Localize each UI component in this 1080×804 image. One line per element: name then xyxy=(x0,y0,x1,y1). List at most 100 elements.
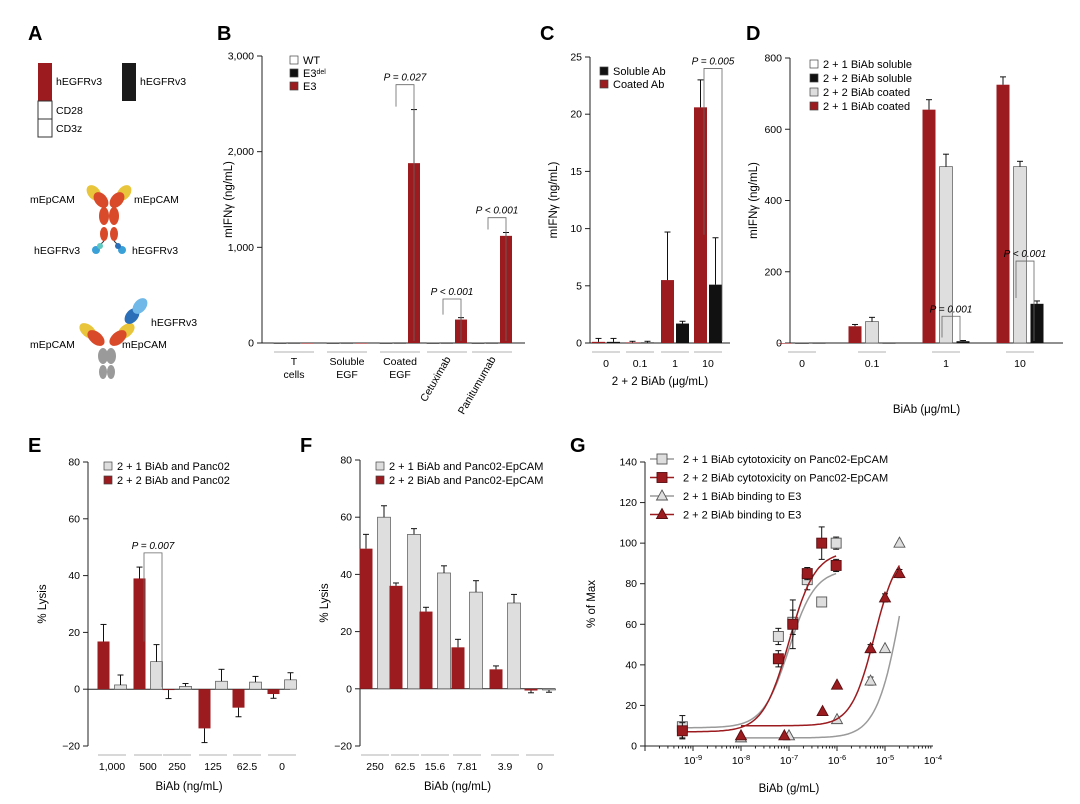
x-tick-label-B: Panitumumab xyxy=(456,354,499,416)
y-tick-label-B: 1,000 xyxy=(228,242,254,254)
x-tick-label-F: 15.6 xyxy=(425,761,446,773)
bar-B-2-1 xyxy=(394,343,406,344)
y-tick-label-D: 400 xyxy=(764,195,782,207)
x-axis-label-D: BiAb (μg/mL) xyxy=(893,404,961,416)
chart-panel-f: −20 0 20 40 60 80 % Lysis 250 62.5 15.6 7.81 3.9 0 Bi… xyxy=(319,455,556,793)
x-tick-label-B: EGF xyxy=(389,369,411,381)
y-tick-label-F: 0 xyxy=(346,683,352,695)
x-tick-exponent-g: -6 xyxy=(840,753,847,762)
legend-label-D: 2 + 1 BiAb coated xyxy=(823,101,910,113)
bar-E-3-1 xyxy=(198,689,211,729)
y-tick-label-E: 80 xyxy=(68,457,80,469)
data-point-g-0 xyxy=(816,596,828,608)
x-tick-label-F: 3.9 xyxy=(498,761,513,773)
legend-label-g: 2 + 2 BiAb binding to E3 xyxy=(683,510,801,522)
x-tick-label-g: 10-5 xyxy=(876,753,894,768)
legend-marker-g xyxy=(655,507,669,519)
panel-letter-b: B xyxy=(217,23,231,45)
x-tick-exponent-g: -5 xyxy=(888,753,895,762)
legend-swatch-B xyxy=(289,55,299,65)
bar-E-1-0 xyxy=(150,661,163,690)
bar-F-4-1 xyxy=(489,669,503,689)
data-point-g-3 xyxy=(734,728,748,741)
y-axis-label-E: % Lysis xyxy=(37,584,49,623)
pvalue-label-B: P < 0.001 xyxy=(431,287,474,298)
y-tick-label-g: 100 xyxy=(619,538,637,550)
biab2-label-mepcam-left: mEpCAM xyxy=(30,339,75,351)
bar-E-4-0 xyxy=(249,681,262,690)
legend-swatch-D xyxy=(809,73,819,83)
bar-F-1-1 xyxy=(389,585,403,689)
x-tick-label-F: 7.81 xyxy=(457,761,478,773)
bar-E-3-0 xyxy=(215,680,228,690)
bar-D-2-3 xyxy=(922,109,936,343)
x-tick-label-D: 0 xyxy=(799,358,805,370)
x-tick-label-g: 10-6 xyxy=(828,753,846,768)
car1-label-hegfrv3: hEGFRv3 xyxy=(56,76,102,88)
legend-swatch-F xyxy=(375,461,385,471)
legend-superscript: del xyxy=(316,69,326,76)
data-point-g-3 xyxy=(830,678,844,690)
y-tick-label-F: 20 xyxy=(340,626,352,638)
x-tick-label-B: T xyxy=(291,356,298,368)
y-tick-label-F: −20 xyxy=(334,741,352,753)
bar-E-2-0 xyxy=(179,686,192,690)
pvalue-bracket-C xyxy=(703,68,723,341)
bar-D-0-2 xyxy=(795,342,809,344)
x-tick-exponent-g: -7 xyxy=(792,753,799,762)
bar-F-4-0 xyxy=(507,602,521,690)
bar-F-2-0 xyxy=(437,572,451,690)
biab2-label-hegfrv3: hEGFRv3 xyxy=(151,317,197,329)
bar-C-2-1 xyxy=(661,280,674,343)
bar-E-0-0 xyxy=(114,684,127,690)
x-tick-label-E: 62.5 xyxy=(237,761,258,773)
chart-panel-c: 0 5 10 15 20 25 mIFNγ (ng/mL) 0 0.1 1 10 2 + 2 BiAb… xyxy=(548,52,735,389)
x-tick-label-E: 500 xyxy=(139,761,157,773)
chart-panel-e: −20 0 20 40 60 80 % Lysis 1,000 500 250 125 62.5 0 Bi… xyxy=(37,457,297,793)
bar-B-1-2 xyxy=(355,343,367,344)
x-tick-label-D: 10 xyxy=(1014,358,1026,370)
bar-B-0-1 xyxy=(288,343,300,344)
legend-label-C: Soluble Ab xyxy=(613,66,666,78)
data-point-g-2 xyxy=(893,536,906,548)
car1-label-cd3z: CD3z xyxy=(56,123,82,135)
panel-letter-f: F xyxy=(300,435,312,457)
y-axis-label-D: mIFNγ (ng/mL) xyxy=(748,162,760,239)
legend-label-E: 2 + 1 BiAb and Panc02 xyxy=(117,461,230,473)
panel-a-schematics: hEGFRv3 CD28 CD3z hEGFRv3 mEpCAM mEpCAM … xyxy=(30,63,197,379)
y-tick-label-D: 200 xyxy=(764,266,782,278)
y-tick-label-g: 60 xyxy=(625,619,637,631)
x-tick-label-C: 10 xyxy=(702,358,714,370)
bar-F-2-1 xyxy=(419,611,433,689)
legend-swatch-D xyxy=(809,87,819,97)
data-point-g-1 xyxy=(676,725,688,737)
panel-letter-e: E xyxy=(28,435,41,457)
bar-F-3-0 xyxy=(469,591,483,690)
bar-F-5-1 xyxy=(524,688,538,691)
y-tick-label-C: 25 xyxy=(570,52,582,64)
bar-C-2-0 xyxy=(676,323,689,343)
x-tick-label-B: Soluble xyxy=(329,356,364,368)
x-tick-label-g: 10-8 xyxy=(732,753,750,768)
biab-2plus1-icon xyxy=(79,298,148,379)
biab1-label-hegfrv3-left: hEGFRv3 xyxy=(34,245,80,257)
x-tick-label-F: 0 xyxy=(537,761,543,773)
data-point-g-0 xyxy=(830,537,842,549)
y-tick-label-F: 60 xyxy=(340,512,352,524)
y-tick-label-g: 0 xyxy=(631,741,637,753)
bar-B-3-0 xyxy=(426,342,440,344)
bar-E-5-1 xyxy=(267,689,280,695)
y-tick-label-E: −20 xyxy=(62,741,80,753)
bar-F-1-0 xyxy=(407,534,421,690)
bar-D-1-3 xyxy=(848,326,862,343)
y-tick-label-D: 600 xyxy=(764,124,782,136)
bar-B-1-1 xyxy=(341,343,353,344)
biab-2plus2-icon xyxy=(86,185,132,254)
bar-F-3-1 xyxy=(451,647,465,689)
legend-marker-g xyxy=(656,472,668,483)
bar-F-0-0 xyxy=(377,516,391,690)
legend-swatch-B xyxy=(289,68,299,78)
